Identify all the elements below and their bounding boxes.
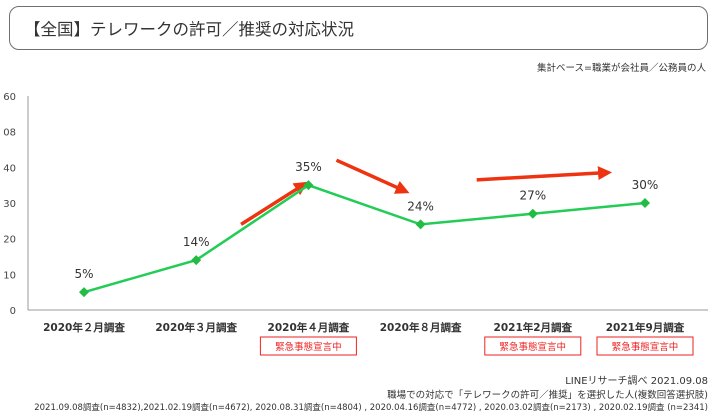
data-point-marker [527, 208, 538, 219]
data-point-marker [79, 287, 89, 298]
data-point-marker [640, 198, 650, 208]
emergency-badge [259, 336, 357, 356]
chart-title-box: 【全国】テレワークの許可／推奨の対応状況 [9, 6, 708, 50]
y-tick-label: 0 [10, 306, 16, 317]
basis-note: 集計ベース=職業が会社員／公務員の人 [537, 63, 706, 74]
x-tick-label: 2020年８月調査 [380, 321, 462, 334]
data-point-marker [415, 219, 426, 230]
y-tick-label: 40 [3, 163, 16, 174]
data-label: 24% [407, 199, 434, 213]
x-tick-label: 2020年４月調査 [268, 321, 350, 334]
survey-sizes-note: 2021.09.08調査(n=4832),2021.02.19調査(n=4672… [34, 403, 708, 413]
source-note: LINEリサーチ調べ 2021.09.08 [565, 376, 708, 387]
data-label: 27% [519, 189, 546, 203]
question-note: 職場での対応で「テレワークの許可／推奨」を選択した人(複数回答選択肢) [387, 390, 708, 401]
data-point-marker [191, 255, 202, 266]
series-line [83, 183, 646, 294]
emergency-badge-label: 緊急事態宣言中 [612, 341, 679, 353]
trend-arrow [240, 181, 309, 226]
data-point-marker [303, 180, 314, 191]
emergency-badge-label: 緊急事態宣言中 [275, 341, 342, 353]
y-tick-label: 20 [3, 235, 16, 246]
y-tick-label: 10 [3, 270, 16, 281]
emergency-badge [484, 336, 582, 356]
emergency-badge [596, 336, 694, 356]
y-tick-label: 30 [3, 199, 16, 210]
x-tick-label: 2021年2月調査 [494, 321, 573, 334]
trend-arrow [335, 158, 410, 194]
x-tick-label: 2020年３月調査 [155, 321, 237, 334]
x-tick-label: 2021年9月調査 [606, 321, 685, 334]
data-label: 30% [632, 178, 659, 192]
x-tick-label: 2020年２月調査 [43, 321, 125, 334]
data-label: 5% [74, 267, 93, 281]
trend-arrow [476, 166, 613, 182]
y-tick-label: 60 [3, 92, 16, 103]
y-tick-label: 08 [3, 128, 16, 139]
data-label: 35% [295, 160, 322, 174]
emergency-badge-label: 緊急事態宣言中 [500, 341, 567, 353]
data-label: 14% [183, 235, 210, 249]
chart-title: 【全国】テレワークの許可／推奨の対応状況 [24, 20, 354, 39]
